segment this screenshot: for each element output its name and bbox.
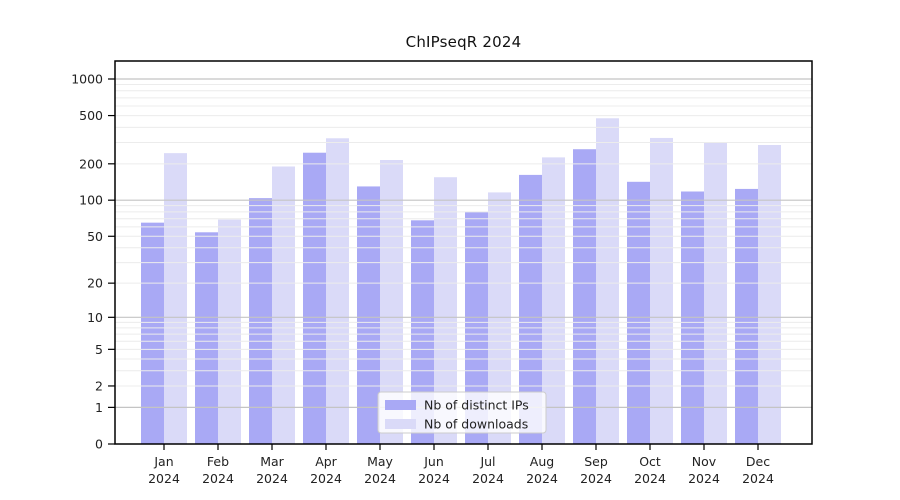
x-tick-label-year: 2024 — [580, 471, 612, 486]
bar-nb-of-downloads-jan — [164, 153, 187, 445]
x-tick-label-month: Dec — [746, 454, 770, 469]
y-tick-label: 100 — [79, 193, 103, 208]
bar-nb-of-distinct-ips-aug — [519, 174, 542, 444]
x-tick-label-month: Sep — [584, 454, 608, 469]
x-tick-label-year: 2024 — [472, 471, 504, 486]
x-tick-label-month: May — [367, 454, 393, 469]
bar-nb-of-distinct-ips-sep — [573, 149, 596, 444]
x-tick-label-month: Oct — [639, 454, 661, 469]
y-tick-label: 20 — [87, 276, 103, 291]
x-tick-label-month: Jun — [423, 454, 444, 469]
x-tick-label-month: Mar — [260, 454, 284, 469]
bar-nb-of-downloads-sep — [596, 118, 619, 445]
x-tick-label-year: 2024 — [688, 471, 720, 486]
legend-swatch-downloads — [385, 419, 416, 429]
x-tick-label-month: Jan — [153, 454, 173, 469]
x-tick-label-year: 2024 — [526, 471, 558, 486]
bar-nb-of-downloads-dec — [758, 145, 781, 444]
bar-nb-of-downloads-nov — [704, 142, 727, 444]
y-tick-label: 0 — [95, 437, 103, 452]
y-tick-label: 200 — [79, 156, 103, 171]
bar-nb-of-distinct-ips-mar — [249, 198, 272, 444]
bar-nb-of-distinct-ips-jan — [141, 222, 164, 444]
x-tick-label-month: Apr — [315, 454, 337, 469]
x-tick-label-year: 2024 — [418, 471, 450, 486]
y-tick-label: 2 — [95, 378, 103, 393]
legend-label-distinct-ips: Nb of distinct IPs — [424, 398, 529, 413]
bar-nb-of-downloads-feb — [218, 219, 241, 444]
bar-nb-of-distinct-ips-dec — [735, 188, 758, 444]
y-tick-label: 1000 — [71, 72, 103, 87]
x-tick-label-year: 2024 — [742, 471, 774, 486]
legend-box — [377, 391, 547, 434]
y-tick-label: 1 — [95, 400, 103, 415]
legend-swatch-distinct-ips — [385, 400, 416, 410]
x-tick-label-month: Feb — [207, 454, 229, 469]
bar-nb-of-downloads-oct — [650, 137, 673, 445]
bar-nb-of-downloads-jun — [434, 177, 457, 445]
bar-nb-of-distinct-ips-apr — [303, 152, 326, 444]
y-tick-label: 5 — [95, 342, 103, 357]
bar-nb-of-distinct-ips-feb — [195, 232, 218, 444]
bar-nb-of-downloads-aug — [542, 157, 565, 444]
y-tick-label: 500 — [79, 108, 103, 123]
y-tick-label: 50 — [87, 229, 103, 244]
x-tick-label-month: Nov — [692, 454, 717, 469]
x-tick-label-year: 2024 — [634, 471, 666, 486]
bar-nb-of-downloads-apr — [326, 138, 349, 445]
bar-nb-of-downloads-jul — [488, 192, 511, 444]
x-tick-label-month: Jul — [479, 454, 495, 469]
x-tick-label-year: 2024 — [148, 471, 180, 486]
x-tick-label-year: 2024 — [202, 471, 234, 486]
bar-nb-of-downloads-mar — [272, 166, 295, 445]
bar-nb-of-distinct-ips-oct — [627, 181, 650, 444]
plot-frame — [114, 60, 813, 445]
chart-title: ChIPseqR 2024 — [405, 33, 522, 51]
legend-label-downloads: Nb of downloads — [424, 417, 528, 432]
bar-nb-of-distinct-ips-may — [357, 186, 380, 445]
x-tick-label-year: 2024 — [256, 471, 288, 486]
x-tick-label-month: Aug — [530, 454, 554, 469]
x-tick-label-year: 2024 — [310, 471, 342, 486]
x-tick-label-year: 2024 — [364, 471, 396, 486]
y-tick-label: 10 — [87, 310, 103, 325]
bar-nb-of-downloads-may — [380, 160, 403, 445]
bar-nb-of-distinct-ips-jun — [411, 220, 434, 444]
